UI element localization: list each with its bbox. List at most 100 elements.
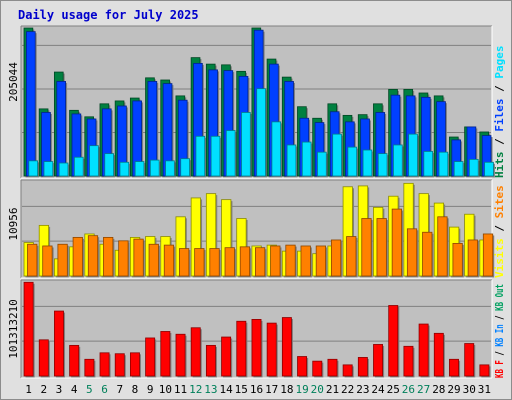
bar-kb-f-day-22 bbox=[342, 364, 353, 377]
bar-sites-day-19 bbox=[300, 245, 311, 277]
legend-entry: KB F bbox=[493, 360, 506, 378]
bar-sites-day-6 bbox=[103, 236, 114, 277]
bar-pages-day-21 bbox=[332, 133, 342, 177]
bar-sites-day-13 bbox=[209, 248, 220, 277]
bar-kb-f-day-23 bbox=[357, 357, 368, 377]
bar-kb-f-day-3 bbox=[54, 310, 64, 377]
x-tick-label: 15 bbox=[235, 383, 248, 396]
bar-kb-f-day-12 bbox=[190, 327, 201, 377]
bar-kb-f-day-7 bbox=[114, 353, 125, 377]
bar-kb-f-day-4 bbox=[69, 344, 80, 377]
bar-pages-day-26 bbox=[408, 133, 418, 177]
x-tick-label: 7 bbox=[116, 383, 123, 396]
bar-kb-f-day-28 bbox=[433, 332, 444, 377]
bar-pages-day-15 bbox=[241, 112, 251, 177]
bar-sites-day-14 bbox=[224, 247, 235, 277]
x-tick-label: 2 bbox=[40, 383, 47, 396]
bar-pages-day-9 bbox=[149, 159, 160, 177]
x-tick-label: 13 bbox=[204, 383, 217, 396]
bar-kb-f-day-15 bbox=[236, 320, 247, 377]
bar-pages-day-19 bbox=[301, 141, 312, 177]
x-tick-label: 1 bbox=[25, 383, 32, 396]
bar-kb-f-day-9 bbox=[145, 337, 156, 377]
bar-pages-day-17 bbox=[271, 121, 282, 177]
legend-entry: / bbox=[493, 347, 506, 360]
bar-pages-day-24 bbox=[377, 153, 388, 177]
bar-kb-f-day-30 bbox=[464, 343, 475, 377]
bar-pages-day-31 bbox=[484, 161, 494, 177]
x-tick-label: 28 bbox=[432, 383, 445, 396]
bar-kb-f-day-24 bbox=[373, 344, 384, 377]
bar-sites-day-15 bbox=[239, 246, 251, 277]
bar-pages-day-25 bbox=[393, 144, 403, 177]
bar-kb-f-day-20 bbox=[312, 360, 323, 377]
bar-kb-f-day-18 bbox=[281, 317, 292, 377]
x-tick-label: 18 bbox=[280, 383, 293, 396]
bar-sites-day-12 bbox=[194, 248, 205, 277]
bar-pages-day-7 bbox=[119, 161, 130, 177]
bar-pages-day-14 bbox=[225, 130, 236, 177]
bar-sites-day-23 bbox=[361, 218, 372, 277]
bar-sites-day-9 bbox=[148, 243, 159, 277]
x-tick-label: 31 bbox=[478, 383, 491, 396]
x-tick-label: 19 bbox=[295, 383, 308, 396]
bar-sites-day-8 bbox=[133, 238, 144, 277]
bar-kb-f-day-6 bbox=[99, 352, 110, 377]
bar-pages-day-22 bbox=[347, 146, 358, 177]
legend-entry: Pages bbox=[493, 46, 506, 79]
bar-kb-f-day-2 bbox=[38, 339, 49, 377]
bar-pages-day-5 bbox=[89, 145, 99, 177]
bar-kb-f-day-25 bbox=[388, 305, 399, 377]
x-tick-label: 29 bbox=[447, 383, 460, 396]
bar-pages-day-11 bbox=[180, 158, 190, 177]
bar-pages-day-28 bbox=[438, 151, 449, 177]
x-tick-label: 21 bbox=[326, 383, 339, 396]
bar-kb-f-day-10 bbox=[160, 331, 171, 377]
bar-kb-f-day-27 bbox=[418, 323, 429, 377]
bar-pages-day-13 bbox=[210, 135, 221, 177]
bar-pages-day-8 bbox=[134, 161, 145, 177]
x-tick-label: 4 bbox=[71, 383, 78, 396]
bar-files-day-3 bbox=[56, 81, 66, 177]
legend-entry: / bbox=[493, 132, 506, 152]
bar-sites-day-1 bbox=[27, 243, 38, 277]
bar-kb-f-day-1 bbox=[23, 281, 34, 377]
x-tick-label: 14 bbox=[219, 383, 233, 396]
bar-pages-day-12 bbox=[195, 135, 206, 177]
bar-sites-day-22 bbox=[346, 236, 357, 277]
x-tick-label: 22 bbox=[341, 383, 354, 396]
bar-pages-day-1 bbox=[28, 160, 39, 177]
chart-title: Daily usage for July 2025 bbox=[18, 8, 199, 22]
bar-kb-f-day-17 bbox=[266, 322, 277, 377]
legend-bottom: KB F / KB In / KB Out bbox=[493, 284, 506, 378]
legend-entry: / bbox=[493, 79, 506, 99]
x-tick-label: 8 bbox=[132, 383, 139, 396]
legend-middle: Visits / Sites bbox=[493, 185, 506, 278]
bar-pages-day-20 bbox=[317, 151, 327, 177]
bar-pages-day-16 bbox=[256, 88, 266, 177]
x-tick-label: 12 bbox=[189, 383, 202, 396]
bar-sites-day-28 bbox=[437, 216, 448, 277]
bar-sites-day-31 bbox=[482, 233, 494, 277]
legend-entry: Files bbox=[493, 99, 506, 132]
x-tick-label: 9 bbox=[147, 383, 154, 396]
bar-sites-day-2 bbox=[42, 245, 53, 277]
x-tick-label: 16 bbox=[250, 383, 263, 396]
bar-pages-day-30 bbox=[469, 158, 479, 177]
bar-kb-f-day-5 bbox=[84, 358, 95, 377]
x-tick-label: 11 bbox=[174, 383, 187, 396]
legend-entry: KB In bbox=[493, 324, 506, 346]
bar-pages-day-29 bbox=[453, 161, 464, 177]
bar-kb-f-day-21 bbox=[327, 358, 338, 377]
scale-label-bottom: 101313210 bbox=[7, 299, 20, 359]
bar-pages-day-10 bbox=[165, 160, 175, 177]
bar-pages-day-6 bbox=[104, 153, 114, 177]
legend-entry: / bbox=[493, 218, 506, 238]
bar-kb-f-day-31 bbox=[479, 364, 490, 377]
bar-sites-day-3 bbox=[57, 243, 68, 277]
bar-pages-day-4 bbox=[73, 156, 84, 177]
legend-top: Hits / Files / Pages bbox=[493, 46, 506, 179]
bar-kb-f-day-14 bbox=[221, 336, 232, 377]
bar-sites-day-10 bbox=[163, 244, 175, 277]
bar-pages-day-3 bbox=[58, 162, 69, 177]
